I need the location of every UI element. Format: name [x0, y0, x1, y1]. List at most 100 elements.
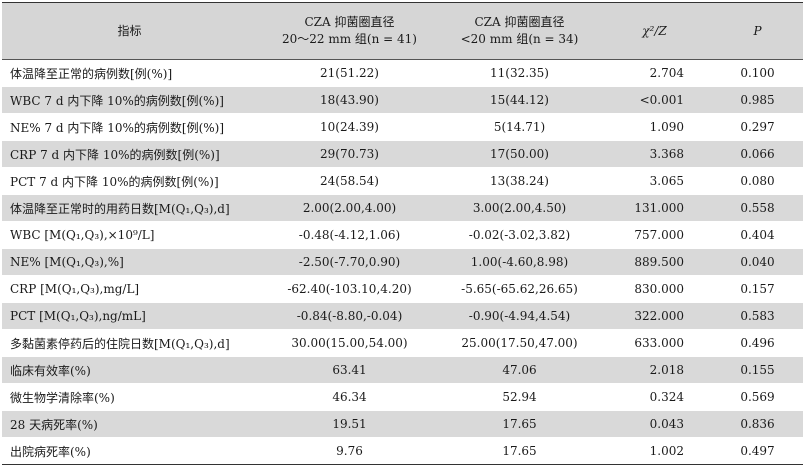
table-row: WBC 7 d 内下降 10%的病例数[例(%)] 18(43.90) 15(44.… [2, 86, 803, 114]
row-stat-value: 1.090 [597, 113, 712, 141]
table-row: 多黏菌素停药后的住院日数[M(Q₁,Q₃),d] 30.00(15.00,54.0… [2, 329, 803, 357]
row-group1-value: 29(70.73) [257, 140, 442, 168]
row-label: WBC [M(Q₁,Q₃),×10⁹/L] [2, 221, 257, 249]
row-group2-value: 5(14.71) [442, 113, 597, 141]
row-label: PCT 7 d 内下降 10%的病例数[例(%)] [2, 167, 257, 195]
header-group1-line1: CZA 抑菌圈直径 [304, 15, 395, 29]
row-p-value: 0.080 [712, 167, 803, 195]
header-stat: χ²/Z [597, 2, 712, 60]
table-row: NE% [M(Q₁,Q₃),%] -2.50(-7.70,0.90) 1.00(-4… [2, 248, 803, 276]
table-row: PCT [M(Q₁,Q₃),ng/mL] -0.84(-8.80,-0.04) -0… [2, 302, 803, 330]
row-label: 临床有效率(%) [2, 356, 257, 384]
row-group1-value: 21(51.22) [257, 59, 442, 87]
row-group1-value: -62.40(-103.10,4.20) [257, 275, 442, 303]
row-stat-value: 889.500 [597, 248, 712, 276]
row-label: 体温降至正常时的用药日数[M(Q₁,Q₃),d] [2, 194, 257, 222]
row-stat-value: 0.324 [597, 383, 712, 411]
row-label: CRP [M(Q₁,Q₃),mg/L] [2, 275, 257, 303]
row-p-value: 0.066 [712, 140, 803, 168]
row-p-value: 0.040 [712, 248, 803, 276]
row-group2-value: 1.00(-4.60,8.98) [442, 248, 597, 276]
header-indicator: 指标 [2, 2, 257, 60]
row-stat-value: 3.065 [597, 167, 712, 195]
table-row: 体温降至正常时的用药日数[M(Q₁,Q₃),d] 2.00(2.00,4.00) 3… [2, 194, 803, 222]
header-row: 指标 CZA 抑菌圈直径 20～22 mm 组(n = 41) CZA 抑菌圈直… [2, 2, 803, 60]
row-label: PCT [M(Q₁,Q₃),ng/mL] [2, 302, 257, 330]
row-group2-value: 17.65 [442, 410, 597, 438]
row-group2-value: -0.90(-4.94,4.54) [442, 302, 597, 330]
row-label: 多黏菌素停药后的住院日数[M(Q₁,Q₃),d] [2, 329, 257, 357]
row-group1-value: 18(43.90) [257, 86, 442, 114]
row-group1-value: 19.51 [257, 410, 442, 438]
header-group1-line2: 20～22 mm 组(n = 41) [282, 32, 417, 46]
row-stat-value: 2.704 [597, 59, 712, 87]
table-row: 临床有效率(%) 63.41 47.06 2.018 0.155 [2, 356, 803, 384]
row-group2-value: 17(50.00) [442, 140, 597, 168]
row-group1-value: 63.41 [257, 356, 442, 384]
table-row: 微生物学清除率(%) 46.34 52.94 0.324 0.569 [2, 383, 803, 411]
table-row: PCT 7 d 内下降 10%的病例数[例(%)] 24(58.54) 13(38.… [2, 167, 803, 195]
results-table: 指标 CZA 抑菌圈直径 20～22 mm 组(n = 41) CZA 抑菌圈直… [2, 2, 803, 465]
row-p-value: 0.155 [712, 356, 803, 384]
row-label: 体温降至正常的病例数[例(%)] [2, 59, 257, 87]
table-body: 体温降至正常的病例数[例(%)] 21(51.22) 11(32.35) 2.704 0… [2, 59, 803, 465]
row-label: 出院病死率(%) [2, 437, 257, 465]
row-stat-value: <0.001 [597, 86, 712, 114]
row-stat-value: 1.002 [597, 437, 712, 465]
table-row: 28 天病死率(%) 19.51 17.65 0.043 0.836 [2, 410, 803, 438]
row-p-value: 0.297 [712, 113, 803, 141]
row-p-value: 0.569 [712, 383, 803, 411]
table-row: 出院病死率(%) 9.76 17.65 1.002 0.497 [2, 437, 803, 465]
row-group2-value: 25.00(17.50,47.00) [442, 329, 597, 357]
row-group2-value: 11(32.35) [442, 59, 597, 87]
row-group2-value: 15(44.12) [442, 86, 597, 114]
row-group1-value: 30.00(15.00,54.00) [257, 329, 442, 357]
row-group1-value: 46.34 [257, 383, 442, 411]
row-p-value: 0.100 [712, 59, 803, 87]
row-group1-value: 2.00(2.00,4.00) [257, 194, 442, 222]
header-group2: CZA 抑菌圈直径 <20 mm 组(n = 34) [442, 2, 597, 60]
header-p: P [712, 2, 803, 60]
row-group2-value: 47.06 [442, 356, 597, 384]
row-label: 微生物学清除率(%) [2, 383, 257, 411]
row-group1-value: -0.48(-4.12,1.06) [257, 221, 442, 249]
row-group2-value: -0.02(-3.02,3.82) [442, 221, 597, 249]
table-row: WBC [M(Q₁,Q₃),×10⁹/L] -0.48(-4.12,1.06) -0… [2, 221, 803, 249]
row-group1-value: 9.76 [257, 437, 442, 465]
row-group1-value: -2.50(-7.70,0.90) [257, 248, 442, 276]
row-label: WBC 7 d 内下降 10%的病例数[例(%)] [2, 86, 257, 114]
header-group1: CZA 抑菌圈直径 20～22 mm 组(n = 41) [257, 2, 442, 60]
table-row: 体温降至正常的病例数[例(%)] 21(51.22) 11(32.35) 2.704 0… [2, 59, 803, 87]
row-stat-value: 0.043 [597, 410, 712, 438]
table-row: CRP 7 d 内下降 10%的病例数[例(%)] 29(70.73) 17(50.… [2, 140, 803, 168]
row-group1-value: -0.84(-8.80,-0.04) [257, 302, 442, 330]
row-label: CRP 7 d 内下降 10%的病例数[例(%)] [2, 140, 257, 168]
row-stat-value: 322.000 [597, 302, 712, 330]
row-p-value: 0.836 [712, 410, 803, 438]
row-group2-value: 52.94 [442, 383, 597, 411]
row-stat-value: 830.000 [597, 275, 712, 303]
row-p-value: 0.558 [712, 194, 803, 222]
row-label: NE% 7 d 内下降 10%的病例数[例(%)] [2, 113, 257, 141]
header-group2-line2: <20 mm 组(n = 34) [460, 32, 579, 46]
row-p-value: 0.404 [712, 221, 803, 249]
row-stat-value: 757.000 [597, 221, 712, 249]
table-row: NE% 7 d 内下降 10%的病例数[例(%)] 10(24.39) 5(14.7… [2, 113, 803, 141]
row-stat-value: 131.000 [597, 194, 712, 222]
row-p-value: 0.583 [712, 302, 803, 330]
header-group2-line1: CZA 抑菌圈直径 [474, 15, 565, 29]
row-group1-value: 10(24.39) [257, 113, 442, 141]
row-label: NE% [M(Q₁,Q₃),%] [2, 248, 257, 276]
row-p-value: 0.157 [712, 275, 803, 303]
row-p-value: 0.497 [712, 437, 803, 465]
row-group2-value: -5.65(-65.62,26.65) [442, 275, 597, 303]
row-group2-value: 3.00(2.00,4.50) [442, 194, 597, 222]
table-header: 指标 CZA 抑菌圈直径 20～22 mm 组(n = 41) CZA 抑菌圈直… [2, 2, 803, 60]
row-stat-value: 3.368 [597, 140, 712, 168]
row-p-value: 0.985 [712, 86, 803, 114]
row-group2-value: 13(38.24) [442, 167, 597, 195]
row-p-value: 0.496 [712, 329, 803, 357]
row-group1-value: 24(58.54) [257, 167, 442, 195]
table-row: CRP [M(Q₁,Q₃),mg/L] -62.40(-103.10,4.20) -… [2, 275, 803, 303]
row-group2-value: 17.65 [442, 437, 597, 465]
